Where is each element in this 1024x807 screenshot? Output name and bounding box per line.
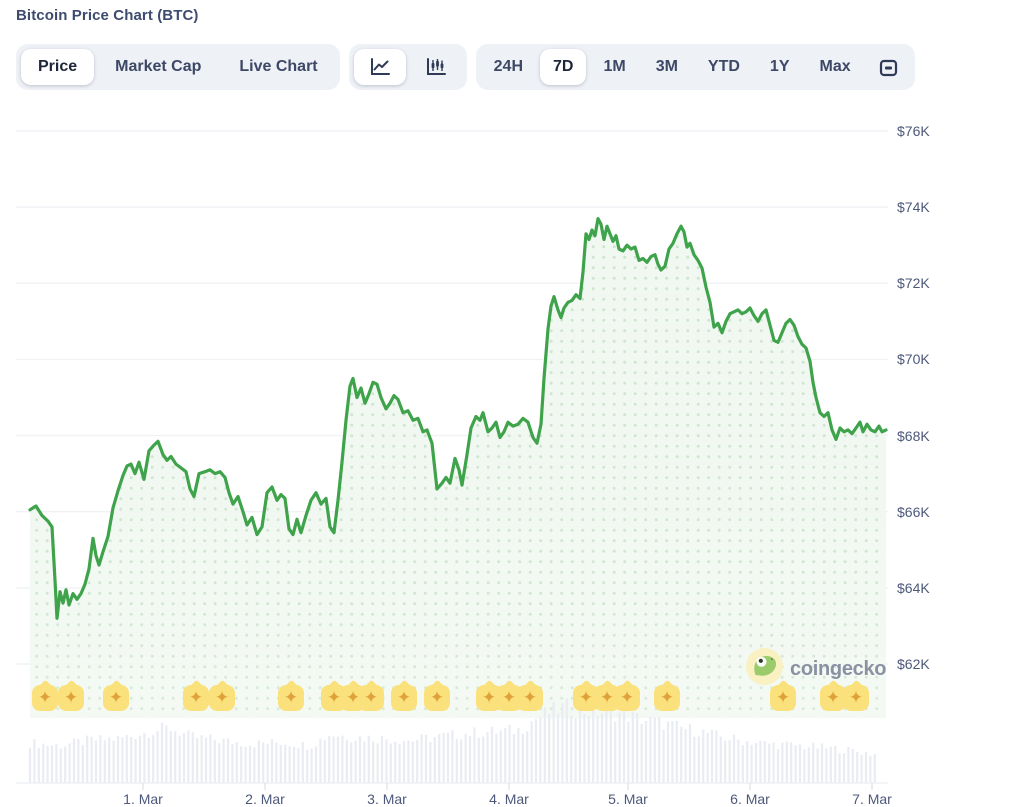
x-axis-tick-label: 5. Mar (608, 791, 648, 807)
chart-type-toggle (348, 44, 467, 90)
sparkle-icon: ✦ (108, 688, 124, 707)
event-marker-badge[interactable]: ✦ (517, 685, 543, 711)
event-marker-badge[interactable]: ✦ (424, 685, 450, 711)
event-marker-badge[interactable]: ✦ (32, 685, 58, 711)
range-7d[interactable]: 7D (540, 49, 587, 85)
watermark-text: coingecko (790, 657, 887, 680)
sparkle-icon: ✦ (501, 688, 517, 707)
sparkle-icon: ✦ (775, 688, 791, 707)
x-axis-tick-label: 3. Mar (367, 791, 407, 807)
x-axis-tick-label: 2. Mar (245, 791, 285, 807)
event-marker-badge[interactable]: ✦ (358, 685, 384, 711)
x-axis-tick-label: 6. Mar (730, 791, 770, 807)
sparkle-icon: ✦ (188, 688, 204, 707)
y-axis-tick-label: $74K (897, 199, 930, 216)
event-marker-badge[interactable]: ✦ (391, 685, 417, 711)
event-marker-badge[interactable]: ✦ (820, 685, 846, 711)
tab-live-chart[interactable]: Live Chart (222, 49, 334, 85)
event-marker-badge[interactable]: ✦ (103, 685, 129, 711)
y-axis-tick-label: $64K (897, 579, 930, 596)
calendar-button[interactable] (868, 49, 910, 85)
sparkle-icon: ✦ (599, 688, 615, 707)
y-axis-tick-label: $62K (897, 656, 930, 672)
chart-tab-group: Price Market Cap Live Chart (16, 44, 340, 90)
tab-market-cap[interactable]: Market Cap (98, 49, 218, 85)
y-axis-tick-label: $70K (897, 351, 930, 368)
calendar-icon (878, 57, 899, 78)
event-marker-badge[interactable]: ✦ (183, 685, 209, 711)
sparkle-icon: ✦ (429, 688, 445, 707)
sparkle-icon: ✦ (396, 688, 412, 707)
range-ytd[interactable]: YTD (695, 49, 753, 85)
sparkle-icon: ✦ (481, 688, 497, 707)
x-axis-tick-label: 4. Mar (489, 791, 529, 807)
sparkle-icon: ✦ (37, 688, 53, 707)
sparkle-icon: ✦ (63, 688, 79, 707)
event-marker-badge[interactable]: ✦ (58, 685, 84, 711)
event-marker-badge[interactable]: ✦ (770, 685, 796, 711)
sparkle-icon: ✦ (363, 688, 379, 707)
range-24h[interactable]: 24H (481, 49, 536, 85)
sparkle-icon: ✦ (283, 688, 299, 707)
event-marker-badge[interactable]: ✦ (278, 685, 304, 711)
range-max[interactable]: Max (807, 49, 864, 85)
candlestick-chart-icon (424, 56, 448, 78)
line-chart-button[interactable] (353, 49, 406, 85)
page-title: Bitcoin Price Chart (BTC) (16, 7, 199, 24)
event-marker-badge[interactable]: ✦ (614, 685, 640, 711)
event-marker-badge[interactable]: ✦ (843, 685, 869, 711)
y-axis-tick-label: $68K (897, 427, 930, 444)
y-axis-tick-label: $66K (897, 503, 930, 520)
candlestick-chart-button[interactable] (410, 49, 462, 85)
sparkle-icon: ✦ (619, 688, 635, 707)
time-range-group: 24H 7D 1M 3M YTD 1Y Max (475, 44, 915, 90)
line-chart-icon (368, 56, 392, 78)
y-axis-tick-label: $72K (897, 275, 930, 292)
y-axis-tick-label: $76K (897, 123, 930, 139)
chart-toolbar: Price Market Cap Live Chart (16, 44, 915, 90)
x-axis-tick-label: 7. Mar (852, 791, 892, 807)
tab-price[interactable]: Price (21, 49, 95, 85)
sparkle-icon: ✦ (522, 688, 538, 707)
event-marker-badge[interactable]: ✦ (654, 685, 680, 711)
coingecko-watermark: coingecko (746, 648, 887, 690)
sparkle-icon: ✦ (214, 688, 230, 707)
sparkle-icon: ✦ (578, 688, 594, 707)
sparkle-icon: ✦ (825, 688, 841, 707)
event-marker-badge[interactable]: ✦ (209, 685, 235, 711)
sparkle-icon: ✦ (659, 688, 675, 707)
range-1y[interactable]: 1Y (757, 49, 803, 85)
sparkle-icon: ✦ (345, 688, 361, 707)
sparkle-icon: ✦ (848, 688, 864, 707)
x-axis-tick-label: 1. Mar (123, 791, 163, 807)
range-3m[interactable]: 3M (643, 49, 691, 85)
range-1m[interactable]: 1M (590, 49, 638, 85)
sparkle-icon: ✦ (326, 688, 342, 707)
gecko-logo-icon (746, 648, 783, 690)
